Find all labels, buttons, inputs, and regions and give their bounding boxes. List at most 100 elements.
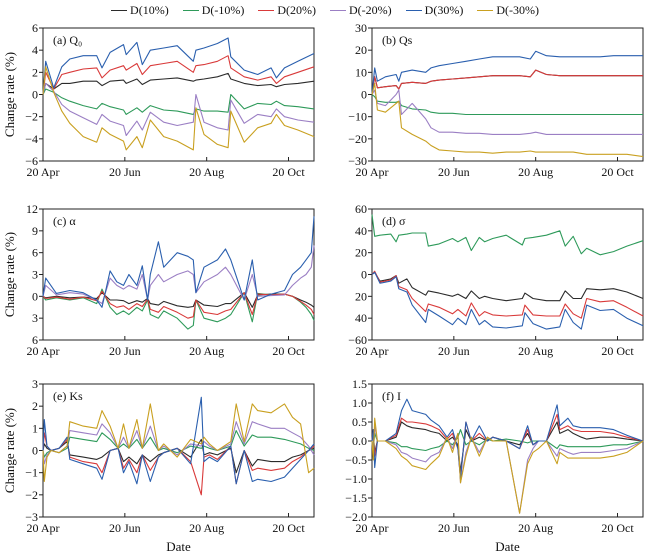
x-tick-label: 20 Oct	[601, 521, 634, 535]
y-tick-label: 20	[355, 289, 367, 303]
legend-swatch	[330, 9, 346, 11]
legend-swatch	[182, 9, 199, 11]
y-tick-label: 40	[355, 224, 367, 238]
plot-frame	[371, 27, 644, 162]
legend-item: D(30%)	[405, 2, 463, 18]
panel-a: −6 −4 −2 0 2 4 6 20 Apr 20 Jun 20 Aug 20 Oct (a) Q₀…	[2, 21, 315, 179]
plot-frame	[371, 383, 644, 518]
panel-title: (e) Ks	[53, 389, 83, 403]
series-line-d30	[371, 50, 643, 95]
x-tick-label: 20 Aug	[518, 165, 553, 179]
series-line-d-20	[371, 425, 644, 514]
panel-e: −3 −2 −1 0 1 2 3 20 Apr 20 Jun 20 Aug 20 Oct (e) Ks…	[2, 377, 315, 554]
series-line-d30	[42, 396, 315, 485]
x-tick-label: 20 Apr	[27, 344, 60, 358]
legend-label: D(-30%)	[496, 2, 539, 17]
panel-title: (b) Qs	[382, 33, 413, 47]
y-tick-label: 2	[32, 399, 38, 413]
series-line-d-20	[42, 421, 315, 465]
x-axis-title: Date	[495, 539, 520, 554]
x-tick-label: 20 Aug	[189, 521, 224, 535]
y-axis-title: Change rate (%)	[2, 408, 17, 493]
y-tick-label: 3	[32, 311, 38, 325]
series-line-d-30	[42, 403, 315, 483]
y-tick-label: 30	[355, 21, 367, 35]
series-line-d-20	[42, 245, 315, 305]
series-line-d-10	[42, 430, 315, 458]
y-tick-label: 6	[32, 21, 38, 35]
series-line-d10	[371, 271, 644, 302]
y-tick-label: 0	[32, 88, 38, 102]
legend: D(10%) D(-10%) D(20%) D(-20%) D(30%) D(-30%)	[0, 2, 650, 18]
y-tick-label: −1	[25, 466, 38, 480]
panel-b: −30 −20 −10 0 10 20 30 20 Apr 20 Jun 20 Aug 20 Oct…	[348, 21, 644, 179]
series-line-d20	[371, 413, 644, 480]
legend-label: D(10%)	[130, 2, 169, 17]
x-tick-label: 20 Apr	[356, 521, 389, 535]
y-tick-label: −1.5	[345, 491, 367, 505]
y-tick-label: 40	[355, 311, 367, 325]
plot-frame	[371, 208, 644, 341]
y-tick-label: 12	[26, 202, 38, 216]
y-tick-label: 0	[32, 444, 38, 458]
x-tick-label: 20 Apr	[356, 165, 389, 179]
series-line-d10	[371, 421, 644, 472]
x-tick-label: 20 Jun	[109, 165, 141, 179]
y-tick-label: 0	[32, 289, 38, 303]
y-tick-label: 1.0	[352, 396, 367, 410]
series-line-d-10	[42, 88, 315, 115]
y-tick-label: −20	[348, 132, 367, 146]
series-line-d30	[371, 398, 644, 480]
x-tick-label: 20 Oct	[272, 344, 305, 358]
y-tick-label: −1.0	[345, 472, 367, 486]
y-tick-label: 10	[355, 65, 367, 79]
x-tick-label: 20 Jun	[438, 165, 470, 179]
y-tick-label: −6	[25, 154, 38, 168]
y-tick-label: 0	[361, 88, 367, 102]
series-line-d-30	[371, 417, 644, 514]
legend-swatch	[258, 9, 275, 11]
panel-c: 6 3 0 3 6 9 12 20 Apr 20 Jun 20 Aug 20 Oct (c) α Cha…	[2, 202, 315, 358]
series-line-d-30	[371, 82, 644, 158]
x-tick-label: 20 Jun	[109, 344, 141, 358]
panel-title: (f) I	[382, 389, 401, 403]
legend-swatch	[111, 9, 128, 11]
y-tick-label: −3	[25, 510, 38, 524]
x-axis-title: Date	[166, 539, 191, 554]
y-tick-label: −2	[25, 488, 38, 502]
y-tick-label: −2.0	[345, 510, 367, 524]
legend-item: D(-20%)	[330, 2, 392, 18]
x-tick-label: 20 Oct	[601, 165, 634, 179]
y-tick-label: 9	[32, 224, 38, 238]
y-tick-label: 0.5	[352, 415, 367, 429]
series-line-d-10	[371, 429, 644, 452]
y-tick-label: 1	[32, 421, 38, 435]
series-line-d30	[42, 216, 315, 308]
x-tick-label: 20 Apr	[27, 165, 60, 179]
series-line-d20	[371, 270, 644, 319]
y-tick-label: 0.0	[352, 434, 367, 448]
series-line-d20	[371, 69, 643, 95]
series-line-d-20	[42, 82, 315, 137]
series-line-d30	[42, 37, 315, 95]
x-tick-label: 20 Aug	[518, 521, 553, 535]
x-tick-label: 20 Oct	[272, 165, 305, 179]
y-tick-label: −10	[348, 110, 367, 124]
legend-label: D(-10%)	[201, 2, 245, 17]
legend-item: D(20%)	[258, 2, 316, 18]
y-tick-label: −0.5	[345, 453, 367, 467]
y-tick-label: −30	[348, 154, 367, 168]
x-tick-label: 20 Oct	[601, 344, 634, 358]
series-line-d-20	[371, 89, 643, 135]
y-tick-label: 6	[32, 333, 38, 347]
x-tick-label: 20 Aug	[189, 344, 224, 358]
series-line-d-30	[42, 66, 315, 151]
legend-item: D(-30%)	[477, 2, 539, 18]
y-axis-title: Change rate (%)	[2, 52, 17, 137]
series-line-d-10	[371, 94, 643, 116]
y-tick-label: 20	[355, 246, 367, 260]
y-tick-label: 60	[355, 202, 367, 216]
legend-item: D(10%)	[111, 2, 169, 18]
y-tick-label: −4	[25, 132, 38, 146]
